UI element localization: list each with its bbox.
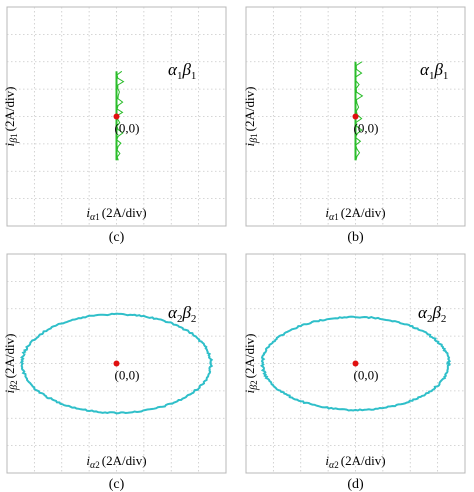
y-axis-label-i: i (2, 142, 17, 146)
annotation-alpha-subscript: 1 (177, 70, 183, 82)
x-axis-label-units: (2A/div) (341, 453, 386, 468)
x-axis-label: iα2 (2A/div) (325, 453, 385, 471)
current-trace (19, 312, 214, 415)
y-axis-label-subscript: 1 (9, 133, 19, 138)
x-axis-label-alpha: α (90, 212, 96, 223)
y-axis-label: iβ2(2A/div) (242, 334, 260, 394)
origin-point (352, 360, 359, 367)
y-axis-label-i: i (242, 389, 257, 393)
y-axis-label-units: (2A/div) (242, 87, 257, 132)
x-axis-label-subscript: 2 (95, 460, 100, 470)
y-axis-label-subscript: 1 (249, 133, 259, 138)
y-axis-label-units: (2A/div) (2, 87, 17, 132)
x-axis-label-i: i (86, 205, 90, 220)
annotation-beta: β (181, 303, 191, 322)
x-axis-label: iα1 (2A/div) (86, 205, 146, 223)
y-axis-label-subscript: 2 (249, 380, 259, 385)
origin-point (113, 113, 120, 120)
x-axis-label-units: (2A/div) (341, 205, 386, 220)
frame-annotation: α1β1 (420, 60, 448, 82)
origin-label: (0,0) (354, 368, 379, 383)
annotation-beta: β (181, 60, 191, 79)
y-axis-label-beta: β (9, 385, 20, 391)
origin-label: (0,0) (354, 121, 379, 136)
x-axis-label-units: (2A/div) (102, 453, 147, 468)
y-axis-label-beta: β (249, 385, 260, 391)
x-axis-label-alpha: α (329, 460, 335, 471)
origin-label: (0,0) (115, 368, 140, 383)
y-axis-label-i: i (2, 389, 17, 393)
y-axis-label: iβ1(2A/div) (2, 87, 20, 147)
origin-label: (0,0) (115, 121, 140, 136)
y-axis-label-beta: β (9, 138, 20, 144)
annotation-alpha: α (168, 60, 178, 79)
x-axis-label: iα1 (2A/div) (325, 205, 385, 223)
y-axis-label-units: (2A/div) (2, 334, 17, 379)
annotation-beta: β (433, 60, 443, 79)
annotation-beta: β (431, 303, 441, 322)
x-axis-label-subscript: 2 (334, 460, 339, 470)
current-trace (260, 315, 451, 412)
y-axis-label: iβ1(2A/div) (242, 87, 260, 147)
annotation-alpha-subscript: 2 (427, 313, 433, 325)
panel-caption: (c) (109, 230, 125, 245)
y-axis-label-i: i (242, 142, 257, 146)
frame-annotation: α1β1 (168, 60, 196, 82)
origin-point (352, 113, 359, 120)
annotation-beta-subscript: 1 (443, 70, 449, 82)
x-axis-label-i: i (86, 453, 90, 468)
y-axis-label-units: (2A/div) (242, 334, 257, 379)
annotation-alpha: α (418, 303, 428, 322)
frame-annotation: α2β2 (418, 303, 446, 325)
annotation-alpha: α (168, 303, 178, 322)
current-trace-ripple (355, 61, 364, 161)
origin-point (113, 360, 120, 367)
x-axis-label-subscript: 1 (334, 212, 339, 222)
y-axis-label-beta: β (249, 138, 260, 144)
y-axis-label: iβ2(2A/div) (2, 334, 20, 394)
annotation-alpha: α (420, 60, 430, 79)
panel-caption: (b) (347, 230, 364, 245)
x-axis-label-subscript: 1 (95, 212, 100, 222)
annotation-alpha-subscript: 1 (429, 70, 435, 82)
x-axis-label-units: (2A/div) (102, 205, 147, 220)
x-axis-label-alpha: α (90, 460, 96, 471)
x-axis-label-i: i (325, 453, 329, 468)
x-axis-label-alpha: α (329, 212, 335, 223)
y-axis-label-subscript: 2 (9, 380, 19, 385)
annotation-alpha-subscript: 2 (177, 313, 183, 325)
panel-caption: (d) (347, 477, 364, 492)
annotation-beta-subscript: 2 (191, 313, 197, 325)
annotation-beta-subscript: 1 (191, 70, 197, 82)
frame-annotation: α2β2 (168, 303, 196, 325)
x-axis-label-i: i (325, 205, 329, 220)
annotation-beta-subscript: 2 (441, 313, 447, 325)
x-axis-label: iα2 (2A/div) (86, 453, 146, 471)
panel-caption: (c) (109, 477, 125, 492)
